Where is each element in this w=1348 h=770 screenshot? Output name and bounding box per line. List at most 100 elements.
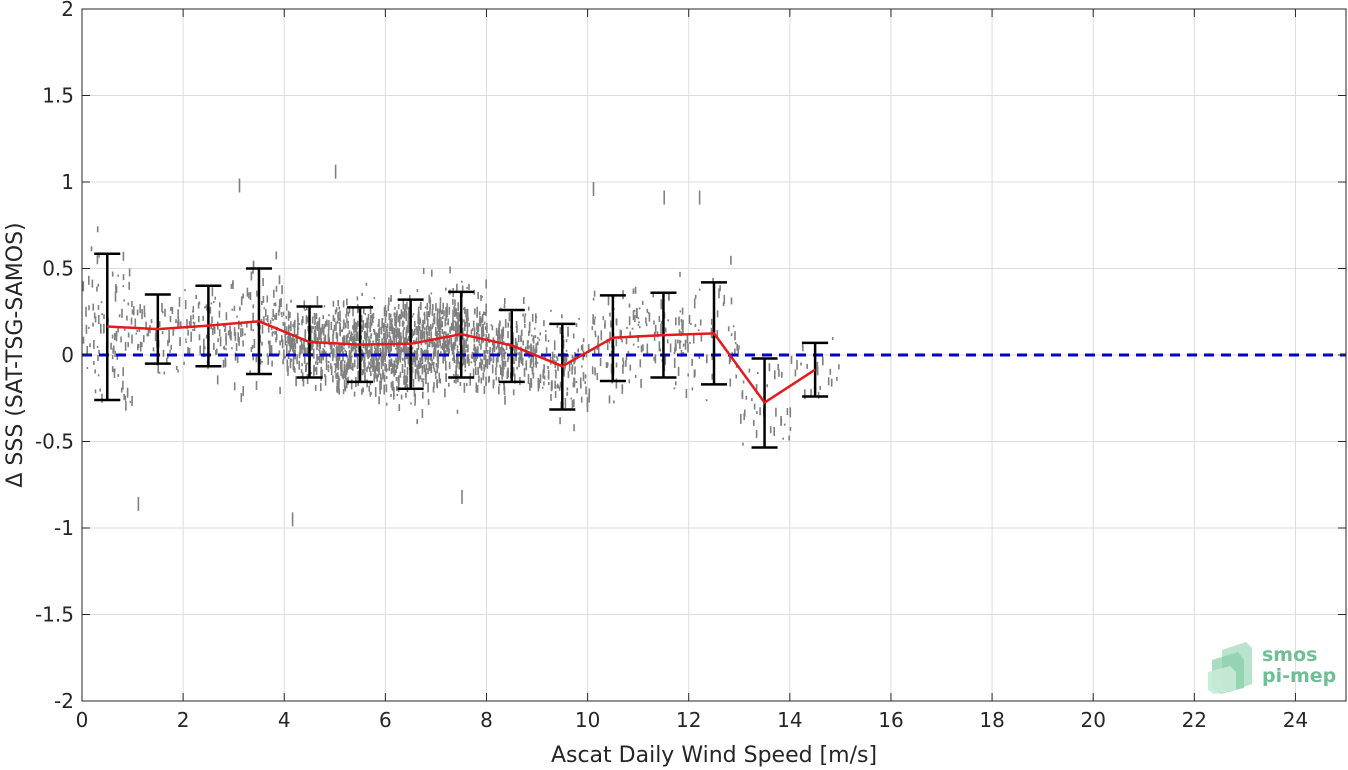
data-point bbox=[741, 392, 743, 398]
data-point bbox=[290, 337, 292, 347]
data-point bbox=[301, 343, 303, 354]
data-point bbox=[675, 344, 677, 352]
data-point bbox=[334, 164, 337, 179]
data-point bbox=[485, 279, 487, 289]
data-point bbox=[348, 306, 351, 314]
data-point bbox=[314, 384, 317, 391]
data-point bbox=[371, 360, 374, 367]
data-point bbox=[658, 316, 661, 322]
data-point bbox=[447, 347, 450, 353]
data-point bbox=[338, 344, 340, 353]
data-point bbox=[170, 306, 172, 311]
data-point bbox=[654, 324, 657, 334]
data-point bbox=[412, 339, 415, 344]
data-point bbox=[94, 316, 97, 323]
data-point bbox=[363, 307, 365, 314]
data-point bbox=[404, 304, 406, 312]
data-point bbox=[295, 333, 297, 343]
data-point bbox=[376, 374, 378, 382]
data-point bbox=[305, 315, 308, 325]
data-point bbox=[272, 331, 275, 334]
data-point bbox=[448, 365, 451, 370]
data-point bbox=[464, 369, 467, 372]
data-point bbox=[227, 330, 230, 336]
y-tick-label: -2 bbox=[54, 689, 74, 713]
data-point bbox=[393, 367, 395, 377]
data-point bbox=[90, 246, 93, 252]
data-point bbox=[482, 338, 485, 343]
data-point bbox=[330, 322, 333, 330]
data-point bbox=[667, 319, 669, 322]
data-point bbox=[403, 327, 405, 331]
data-point bbox=[369, 339, 371, 344]
data-point bbox=[679, 271, 681, 277]
data-point bbox=[457, 316, 459, 325]
data-point bbox=[440, 345, 442, 349]
data-point bbox=[399, 332, 402, 336]
data-point bbox=[736, 343, 738, 351]
mean-line bbox=[107, 320, 816, 405]
data-point bbox=[503, 349, 506, 360]
data-point bbox=[331, 343, 333, 348]
data-point bbox=[448, 382, 450, 387]
data-point bbox=[537, 336, 539, 339]
data-point bbox=[343, 344, 345, 347]
data-point bbox=[557, 383, 559, 386]
data-point bbox=[128, 268, 131, 277]
data-point bbox=[297, 312, 299, 322]
data-point bbox=[404, 337, 406, 348]
data-point bbox=[344, 364, 346, 371]
data-point bbox=[634, 315, 636, 322]
data-point bbox=[482, 311, 485, 316]
data-point bbox=[306, 373, 309, 377]
data-point bbox=[267, 322, 270, 333]
data-point bbox=[660, 323, 662, 334]
data-point bbox=[503, 304, 506, 309]
data-point bbox=[606, 344, 609, 351]
data-point bbox=[632, 343, 635, 346]
data-point bbox=[420, 348, 422, 356]
data-point bbox=[734, 348, 736, 356]
data-point bbox=[370, 346, 372, 357]
data-point bbox=[634, 286, 637, 294]
data-point bbox=[445, 360, 447, 369]
data-point bbox=[354, 344, 357, 353]
data-point bbox=[481, 359, 484, 364]
data-point bbox=[303, 356, 306, 364]
data-point bbox=[293, 327, 296, 335]
data-point bbox=[296, 334, 298, 344]
data-point bbox=[748, 368, 751, 373]
data-point bbox=[453, 320, 456, 323]
data-point bbox=[386, 323, 389, 329]
data-point bbox=[463, 340, 466, 351]
data-point bbox=[250, 325, 253, 331]
data-point bbox=[391, 318, 393, 323]
data-point bbox=[127, 302, 130, 306]
data-point bbox=[373, 329, 376, 335]
data-point bbox=[310, 340, 313, 349]
data-point bbox=[407, 320, 409, 325]
data-point bbox=[399, 371, 402, 378]
data-point bbox=[604, 320, 606, 328]
data-point bbox=[324, 375, 327, 386]
data-point bbox=[280, 297, 282, 307]
logo-mark-icon bbox=[1208, 642, 1252, 694]
data-point bbox=[466, 308, 469, 318]
data-point bbox=[693, 298, 696, 309]
data-point bbox=[778, 368, 780, 377]
data-point bbox=[483, 333, 485, 337]
x-tick-label: 18 bbox=[979, 708, 1004, 732]
data-point bbox=[284, 322, 286, 332]
data-point bbox=[507, 331, 509, 339]
data-point bbox=[224, 357, 227, 368]
data-point bbox=[143, 312, 146, 318]
data-point bbox=[513, 357, 515, 365]
data-point bbox=[253, 339, 256, 348]
data-point bbox=[206, 306, 208, 311]
data-point bbox=[575, 323, 578, 327]
data-point bbox=[431, 308, 434, 316]
data-point bbox=[377, 373, 380, 378]
data-point bbox=[535, 316, 538, 319]
data-point bbox=[85, 306, 87, 317]
data-point bbox=[111, 366, 114, 373]
